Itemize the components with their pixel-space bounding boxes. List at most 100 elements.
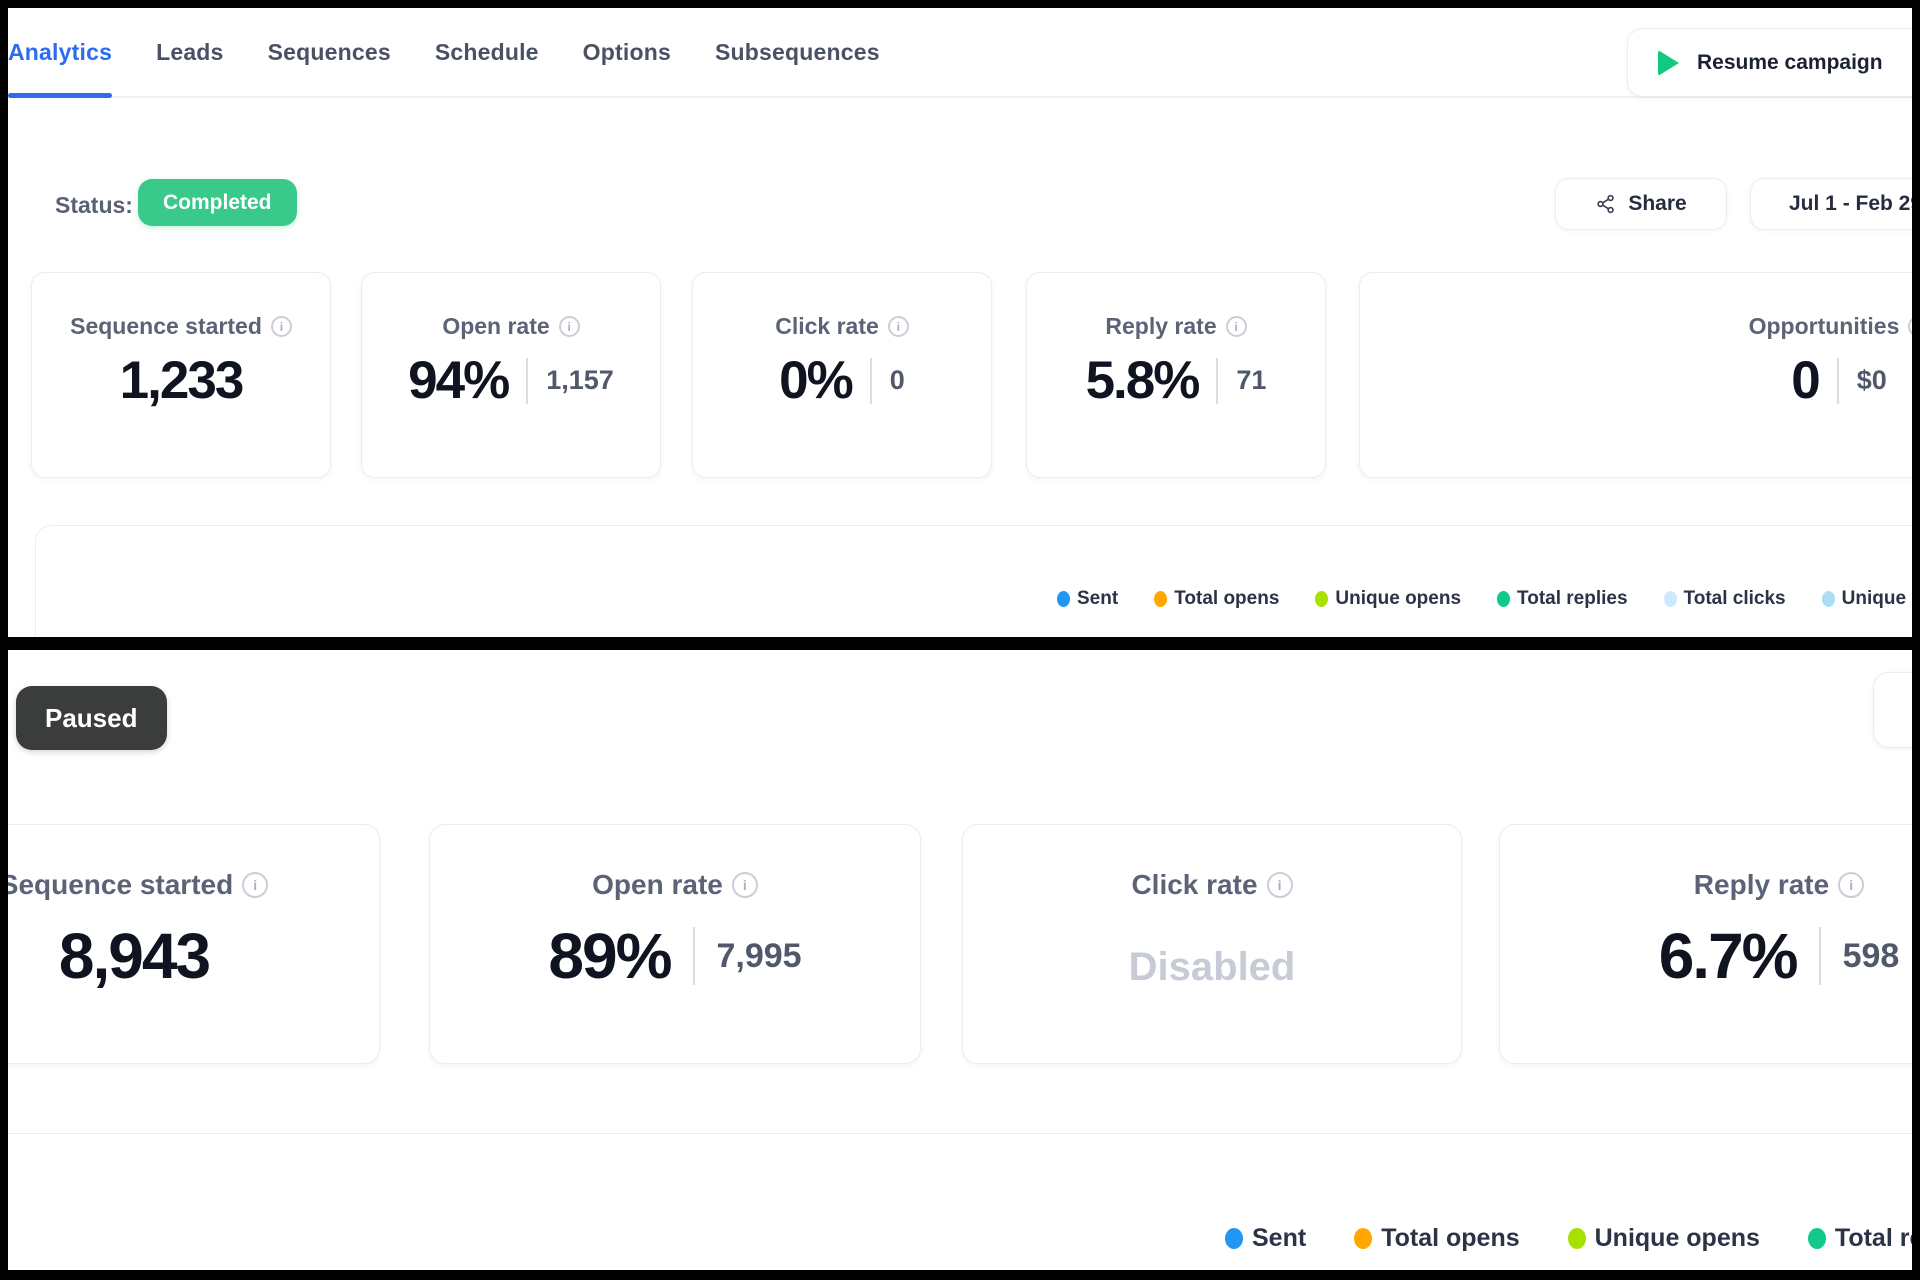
campaign-analytics-top: Analytics Leads Sequences Schedule Optio…	[8, 8, 1912, 637]
tab-subsequences[interactable]: Subsequences	[714, 38, 880, 65]
metric-label: Click rate	[1131, 869, 1258, 900]
status-badge-paused: Paused	[16, 686, 167, 750]
legend-item-total-opens: Total opens	[1354, 1224, 1520, 1253]
legend-label: Total replies	[1517, 588, 1628, 609]
chart-legend: Sent Total opens Unique opens Total repl…	[1225, 1224, 1912, 1253]
value-divider	[526, 357, 529, 404]
info-icon[interactable]: i	[270, 316, 292, 337]
share-icon	[1597, 194, 1615, 214]
legend-dot	[1497, 591, 1511, 607]
metric-label: Sequence started	[8, 869, 234, 900]
metric-value: 8,943	[58, 920, 211, 992]
resume-campaign-label: Resume campaign	[1697, 50, 1883, 74]
info-icon[interactable]: i	[1266, 872, 1293, 898]
tab-leads[interactable]: Leads	[156, 38, 224, 65]
analytics-chart-panel	[8, 1133, 1912, 1270]
legend-label: Unique opens	[1335, 588, 1462, 609]
metric-value: 5.8%	[1085, 351, 1201, 410]
info-icon[interactable]: i	[731, 872, 758, 898]
value-divider	[692, 927, 695, 985]
legend-dot	[1807, 1228, 1826, 1249]
legend-item-total-clicks: Total clicks	[1663, 588, 1786, 610]
legend-label: Total replies	[1834, 1224, 1912, 1252]
metric-label: Open rate	[592, 869, 723, 900]
legend-dot	[1567, 1228, 1586, 1249]
metric-card-opportunities: Opportunities i 0 $0	[1359, 272, 1912, 478]
share-button[interactable]: Share	[1555, 178, 1727, 230]
value-divider	[1216, 357, 1219, 404]
info-icon[interactable]: i	[1225, 316, 1247, 337]
metric-value-disabled: Disabled	[1128, 945, 1296, 989]
info-icon[interactable]: i	[242, 872, 269, 898]
legend-item-total-replies: Total replies	[1497, 588, 1628, 610]
metric-label: Reply rate	[1105, 313, 1217, 339]
metric-secondary-value: 598	[1842, 936, 1900, 975]
campaign-analytics-bottom: Paused Sequence started i 8,943 Open rat…	[8, 650, 1912, 1270]
info-icon[interactable]: i	[1908, 316, 1912, 337]
legend-dot	[1821, 591, 1835, 607]
legend-item-total-replies: Total replies	[1807, 1224, 1912, 1253]
status-label: Status:	[55, 192, 133, 218]
metric-card-reply-rate: Reply rate i 5.8% 71	[1026, 272, 1326, 478]
legend-item-sent: Sent	[1225, 1224, 1306, 1253]
legend-item-unique-clicks: Unique clicks	[1821, 588, 1912, 610]
value-divider	[1836, 357, 1839, 404]
play-icon	[1658, 49, 1679, 76]
metric-value: 6.7%	[1658, 920, 1799, 992]
legend-label: Sent	[1252, 1224, 1307, 1252]
legend-item-sent: Sent	[1057, 588, 1118, 610]
metric-secondary-value: 7,995	[716, 936, 802, 975]
metric-value: 0%	[779, 351, 854, 410]
metric-value: 89%	[548, 920, 672, 992]
tab-options[interactable]: Options	[582, 38, 671, 65]
legend-dot	[1225, 1228, 1243, 1249]
share-label: Share	[1628, 192, 1687, 215]
tab-analytics[interactable]: Analytics	[8, 8, 113, 98]
tab-sequences[interactable]: Sequences	[267, 38, 391, 65]
legend-label: Total clicks	[1683, 588, 1786, 609]
analytics-chart-panel	[35, 525, 1912, 637]
metric-card-click-rate: Click rate i 0% 0	[692, 272, 992, 478]
info-icon[interactable]: i	[887, 316, 909, 337]
date-range-button[interactable]: Jul 1 - Feb 29	[1750, 178, 1912, 230]
legend-dot	[1154, 591, 1168, 607]
legend-label: Sent	[1077, 588, 1119, 609]
date-range-label: Jul 1 - Feb 29	[1789, 192, 1912, 215]
metric-label: Sequence started	[70, 313, 262, 339]
metric-card-open-rate: Open rate i 94% 1,157	[361, 272, 661, 478]
tab-schedule[interactable]: Schedule	[434, 38, 539, 65]
legend-dot	[1315, 591, 1329, 607]
value-divider	[1818, 927, 1821, 985]
metric-value: 94%	[408, 351, 510, 410]
metric-card-open-rate: Open rate i 89% 7,995	[429, 824, 921, 1064]
legend-item-total-opens: Total opens	[1154, 588, 1279, 610]
legend-dot	[1663, 591, 1677, 607]
metric-secondary-value: 0	[889, 365, 905, 395]
chart-legend: Sent Total opens Unique opens Total repl…	[1057, 588, 1912, 610]
info-icon[interactable]: i	[1838, 872, 1865, 898]
legend-label: Total opens	[1174, 588, 1280, 609]
metric-card-click-rate: Click rate i Disabled	[962, 824, 1462, 1064]
value-divider	[869, 357, 872, 404]
metric-card-sequence-started: Sequence started i 1,233	[31, 272, 331, 478]
info-icon[interactable]: i	[558, 316, 580, 337]
legend-dot	[1354, 1228, 1373, 1249]
legend-dot	[1057, 591, 1070, 607]
metric-card-sequence-started: Sequence started i 8,943	[8, 824, 380, 1064]
metric-secondary-value: 71	[1236, 365, 1267, 395]
metric-value: 0	[1791, 351, 1821, 410]
legend-item-unique-opens: Unique opens	[1567, 1224, 1760, 1253]
status-badge-completed: Completed	[138, 179, 297, 226]
metric-secondary-value: 1,157	[546, 365, 614, 395]
legend-label: Unique clicks	[1841, 588, 1912, 609]
metric-card-reply-rate: Reply rate i 6.7% 598	[1499, 824, 1912, 1064]
partial-button-cropped[interactable]	[1873, 672, 1912, 748]
resume-campaign-button[interactable]: Resume campaign	[1627, 28, 1912, 97]
metric-label: Open rate	[442, 313, 550, 339]
metric-label: Opportunities	[1748, 313, 1900, 339]
campaign-tabbar: Analytics Leads Sequences Schedule Optio…	[8, 8, 1912, 98]
legend-item-unique-opens: Unique opens	[1315, 588, 1461, 610]
metric-label: Reply rate	[1693, 869, 1830, 900]
metric-label: Click rate	[775, 313, 879, 339]
